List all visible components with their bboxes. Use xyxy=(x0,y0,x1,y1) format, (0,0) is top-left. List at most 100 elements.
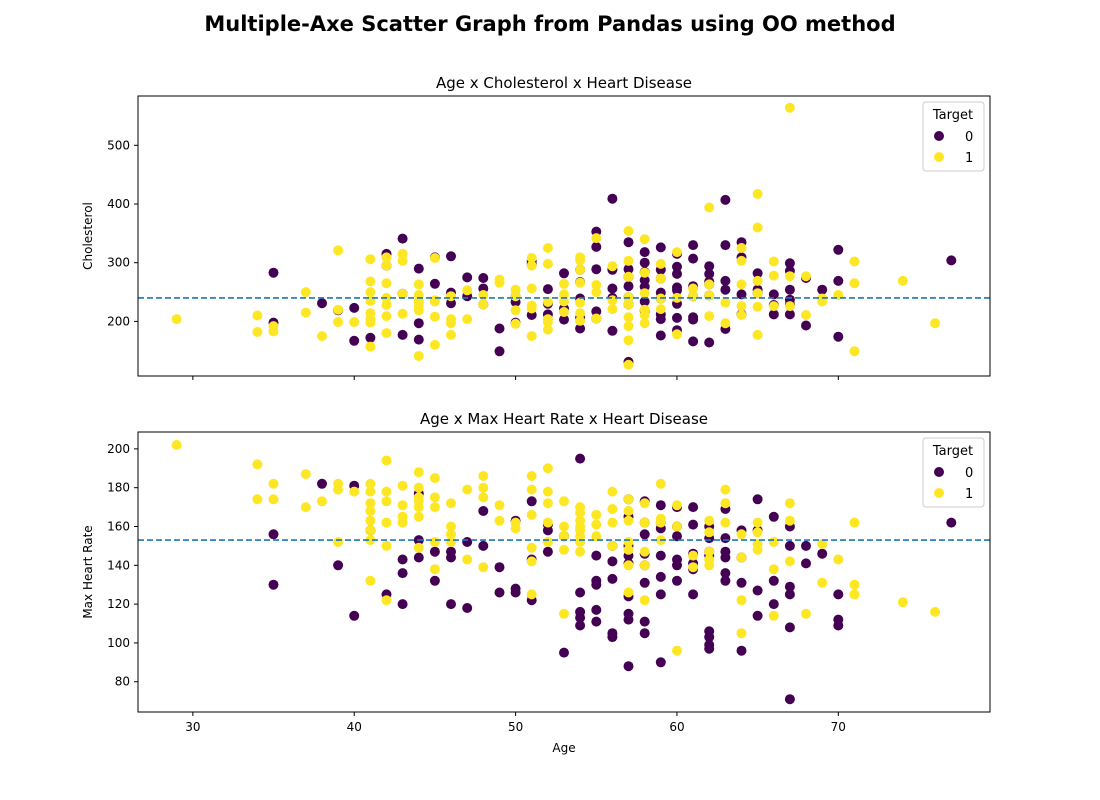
data-point xyxy=(446,552,456,563)
data-point xyxy=(381,486,392,497)
data-point xyxy=(365,254,376,265)
data-point xyxy=(639,498,650,509)
data-point xyxy=(591,280,602,290)
data-point xyxy=(607,486,618,497)
legend-label: 1 xyxy=(965,487,973,502)
data-point xyxy=(720,498,731,509)
data-point xyxy=(591,531,602,542)
data-point xyxy=(784,556,795,567)
data-point xyxy=(736,577,747,588)
data-point xyxy=(849,346,860,357)
data-point xyxy=(542,498,553,509)
data-point xyxy=(575,612,586,623)
data-point xyxy=(768,309,779,320)
data-point xyxy=(510,523,521,534)
data-point xyxy=(446,529,456,540)
data-point xyxy=(397,308,408,319)
data-point xyxy=(623,299,634,310)
data-point xyxy=(688,283,699,294)
data-point xyxy=(526,331,537,342)
data-point xyxy=(542,517,553,528)
y-tick-label: 300 xyxy=(107,256,130,270)
data-point xyxy=(559,608,569,619)
data-point xyxy=(429,278,440,289)
data-point xyxy=(768,511,779,522)
data-point xyxy=(300,287,311,298)
y-tick-label: 100 xyxy=(107,636,130,650)
data-point xyxy=(542,284,553,295)
y-tick-label: 180 xyxy=(107,481,130,495)
data-point xyxy=(930,606,941,617)
data-point xyxy=(623,614,634,625)
data-point xyxy=(252,459,263,470)
data-point xyxy=(607,504,618,514)
data-point xyxy=(397,480,408,491)
data-point xyxy=(429,339,440,350)
data-point xyxy=(623,264,634,275)
data-point xyxy=(623,226,634,236)
data-point xyxy=(752,329,763,340)
data-point xyxy=(365,498,376,509)
data-point xyxy=(333,537,344,547)
data-point xyxy=(704,337,715,348)
data-point xyxy=(688,502,699,513)
data-point xyxy=(526,471,537,481)
data-point xyxy=(704,261,715,272)
data-point xyxy=(413,542,424,553)
data-point xyxy=(833,244,844,255)
data-point xyxy=(688,291,699,302)
data-point xyxy=(672,575,682,586)
data-point xyxy=(429,537,440,547)
data-point xyxy=(591,550,602,561)
data-point xyxy=(784,284,795,295)
data-point xyxy=(849,579,860,590)
data-point xyxy=(542,258,553,269)
legend-marker-1 xyxy=(934,152,944,162)
data-point xyxy=(381,328,392,339)
data-point xyxy=(462,285,473,296)
data-point xyxy=(817,577,828,588)
data-point xyxy=(591,509,602,520)
chart-title: Age x Cholesterol x Heart Disease xyxy=(436,74,692,92)
data-point xyxy=(510,587,521,598)
data-point xyxy=(752,527,763,538)
legend-marker-1 xyxy=(934,488,944,498)
data-point xyxy=(720,517,731,528)
data-point xyxy=(704,311,715,322)
data-point xyxy=(526,253,537,263)
data-point xyxy=(784,301,795,312)
data-point xyxy=(591,313,602,324)
data-point xyxy=(526,484,537,495)
data-point xyxy=(542,463,553,474)
data-point xyxy=(639,267,650,278)
data-point xyxy=(672,261,682,272)
data-point xyxy=(413,305,424,316)
data-point xyxy=(591,604,602,615)
data-point xyxy=(736,289,747,300)
data-point xyxy=(575,297,586,308)
data-point xyxy=(365,317,376,328)
data-point xyxy=(704,202,715,213)
data-point xyxy=(591,233,602,244)
x-tick-label: 70 xyxy=(831,720,846,734)
data-point xyxy=(494,587,505,598)
data-point xyxy=(333,304,344,315)
data-point xyxy=(833,554,844,565)
data-point xyxy=(768,599,779,610)
data-point xyxy=(559,268,569,279)
data-point xyxy=(639,560,650,571)
y-tick-label: 200 xyxy=(107,442,130,456)
data-point xyxy=(575,453,586,464)
data-point xyxy=(784,498,795,509)
data-point xyxy=(720,284,731,295)
data-point xyxy=(639,517,650,528)
cholesterol-chart: Age x Cholesterol x Heart Disease 200 300 4… xyxy=(81,74,991,380)
data-point xyxy=(655,304,666,315)
data-point xyxy=(429,492,440,503)
data-point xyxy=(688,253,699,264)
data-point xyxy=(397,329,408,340)
data-point xyxy=(526,496,537,507)
data-point xyxy=(688,519,699,530)
data-point xyxy=(672,645,682,656)
data-point xyxy=(833,620,844,631)
